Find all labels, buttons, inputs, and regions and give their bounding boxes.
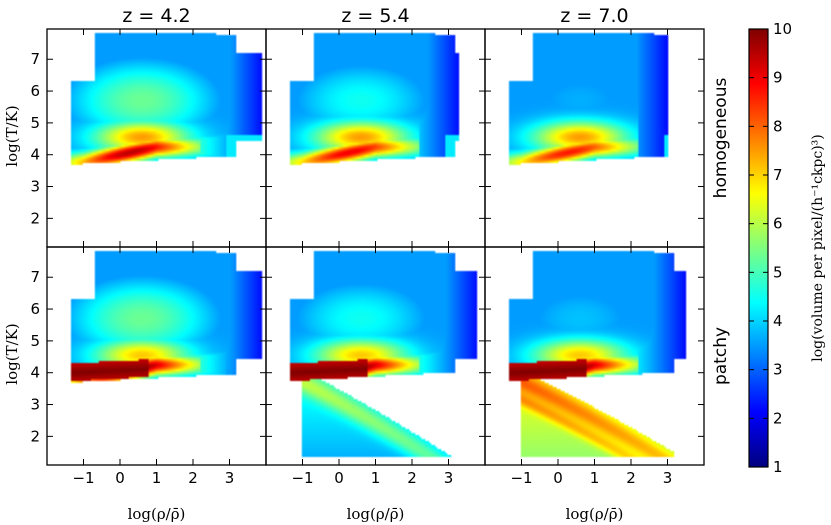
y-tick-label: 3: [30, 396, 40, 414]
x-tick-label: 0: [115, 469, 125, 487]
y-axis-label: log(T/K): [3, 105, 21, 166]
x-tick-label: 1: [590, 469, 600, 487]
panel-homogeneous-z7: [484, 28, 705, 248]
phase-heatmap: [266, 29, 485, 247]
colorbar-tick-label: 9: [773, 69, 783, 87]
y-tick-label: 5: [30, 332, 40, 350]
y-tick-label: 7: [30, 268, 40, 286]
colorbar-frame: [748, 28, 769, 468]
y-tick-label: 4: [30, 146, 40, 164]
x-tick-label: 3: [663, 469, 673, 487]
column-title: z = 4.2: [122, 5, 190, 27]
y-axis-label: log(T/K): [3, 323, 21, 384]
x-tick-label: 3: [444, 469, 454, 487]
phase-heatmap: [47, 29, 266, 247]
panels-layer: [46, 28, 705, 466]
colorbar-gradient: [749, 29, 768, 467]
y-tick-label: 6: [30, 300, 40, 318]
phase-heatmap: [485, 247, 704, 465]
colorbar-tick-label: 7: [773, 166, 783, 184]
panel-homogeneous-z4-2: [46, 28, 267, 248]
y-tick-label: 2: [30, 427, 40, 445]
y-tick-label: 6: [30, 82, 40, 100]
colorbar-tick-label: 3: [773, 361, 783, 379]
y-tick-label: 3: [30, 178, 40, 196]
y-tick-label: 4: [30, 364, 40, 382]
colorbar-tick-label: 6: [773, 215, 783, 233]
x-tick-label: −1: [291, 469, 313, 487]
x-axis-label: log(ρ/ρ̄): [566, 505, 624, 523]
x-tick-label: 1: [152, 469, 162, 487]
y-tick-label: 5: [30, 114, 40, 132]
colorbar-tick-label: 2: [773, 409, 783, 427]
x-tick-label: 0: [553, 469, 563, 487]
panel-patchy-z5-4: [265, 246, 486, 466]
column-title: z = 7.0: [560, 5, 628, 27]
row-label-homogeneous: homogeneous: [711, 78, 731, 199]
y-tick-label: 7: [30, 50, 40, 68]
phase-heatmap: [47, 247, 266, 465]
x-tick-label: −1: [510, 469, 532, 487]
x-tick-label: 1: [371, 469, 381, 487]
x-tick-label: 0: [334, 469, 344, 487]
colorbar: 1 2 3 4 5 6 7 8 9 10 log(volume per pixel/(h⁻¹ckpc…: [748, 20, 826, 476]
y-tick-label: 2: [30, 209, 40, 227]
colorbar-tick-label: 1: [773, 458, 783, 476]
phase-heatmap: [485, 29, 704, 247]
x-tick-label: 2: [407, 469, 417, 487]
panel-patchy-z4-2: [46, 246, 267, 466]
x-tick-label: 3: [225, 469, 235, 487]
x-tick-label: 2: [626, 469, 636, 487]
row-label-patchy: patchy: [711, 327, 731, 385]
x-tick-label: 2: [188, 469, 198, 487]
x-axis-label: log(ρ/ρ̄): [347, 505, 405, 523]
colorbar-label: log(volume per pixel/(h⁻¹ckpc)³): [810, 134, 826, 362]
phase-heatmap: [266, 247, 485, 465]
x-axis-label: log(ρ/ρ̄): [128, 505, 186, 523]
colorbar-tick-label: 4: [773, 312, 783, 330]
colorbar-tick-label: 10: [773, 20, 792, 38]
colorbar-tick-label: 5: [773, 263, 783, 281]
panel-patchy-z7: [484, 246, 705, 466]
panel-homogeneous-z5-4: [265, 28, 486, 248]
x-tick-label: −1: [72, 469, 94, 487]
column-title: z = 5.4: [341, 5, 409, 27]
colorbar-tick-label: 8: [773, 117, 783, 135]
